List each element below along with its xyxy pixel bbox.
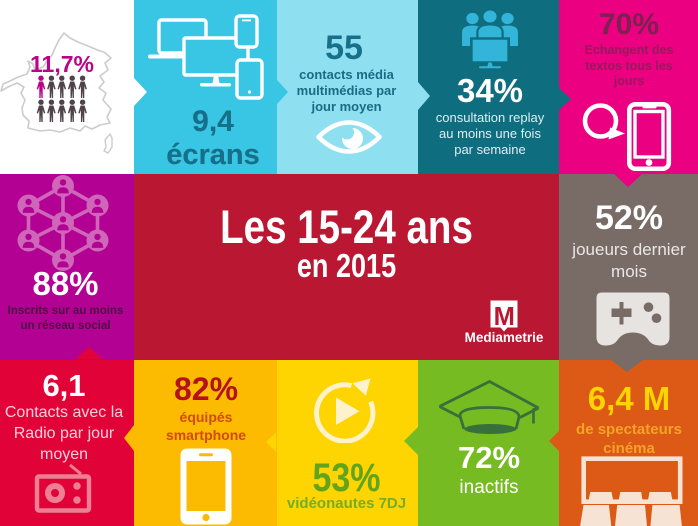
svg-text:M: M (494, 303, 515, 331)
